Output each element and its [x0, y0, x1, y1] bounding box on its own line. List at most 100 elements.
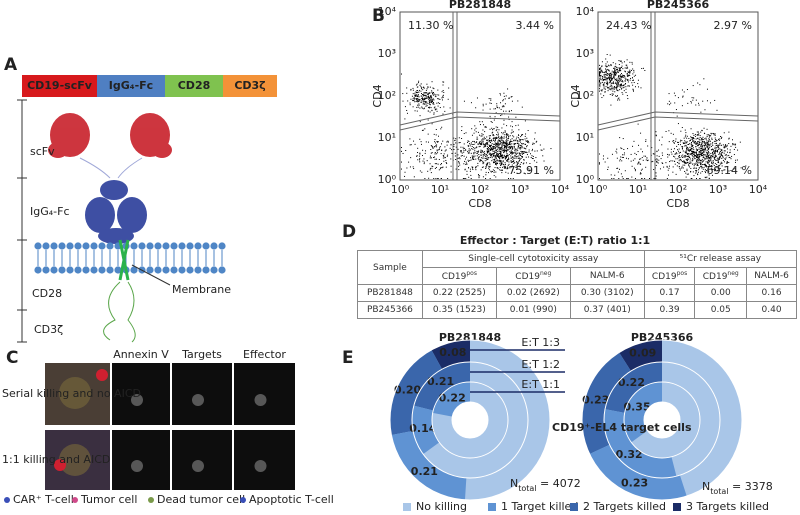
event-dot — [493, 137, 495, 139]
event-dot — [507, 147, 509, 149]
event-dot — [700, 150, 702, 152]
event-dot — [720, 151, 722, 153]
event-dot — [462, 146, 464, 148]
event-dot — [631, 165, 633, 167]
event-dot — [515, 150, 517, 152]
event-dot — [482, 141, 484, 143]
event-dot — [488, 165, 490, 167]
event-dot — [506, 125, 508, 127]
event-dot — [692, 158, 694, 160]
event-dot — [467, 159, 469, 161]
event-dot — [461, 130, 463, 132]
ring-border — [389, 339, 551, 501]
event-dot — [504, 144, 506, 146]
event-dot — [687, 147, 689, 149]
event-dot — [681, 146, 683, 148]
event-dot — [504, 162, 506, 164]
event-dot — [612, 62, 614, 64]
event-dot — [672, 160, 674, 162]
event-dot — [522, 139, 524, 141]
event-dot — [507, 164, 509, 166]
event-dot — [715, 144, 717, 146]
event-dot — [656, 151, 658, 153]
event-dot — [488, 135, 490, 137]
event-dot — [481, 166, 483, 168]
event-dot — [415, 92, 417, 94]
event-dot — [477, 131, 479, 133]
event-dot — [656, 158, 658, 160]
event-dot — [518, 157, 520, 159]
event-dot — [508, 97, 510, 99]
event-dot — [719, 148, 721, 150]
event-dot — [714, 148, 716, 150]
event-dot — [705, 144, 707, 146]
event-dot — [674, 95, 676, 97]
event-dot — [480, 160, 482, 162]
lipid — [58, 266, 66, 274]
event-dot — [467, 150, 469, 152]
legend-label: Apoptotic T-cell — [249, 493, 334, 506]
event-dot — [445, 149, 447, 151]
event-dot — [602, 81, 604, 83]
event-dot — [507, 172, 509, 174]
event-dot — [633, 69, 635, 71]
event-dot — [628, 71, 630, 73]
event-dot — [606, 74, 608, 76]
event-dot — [687, 154, 689, 156]
event-dot — [494, 159, 496, 161]
event-dot — [442, 94, 444, 96]
event-dot — [414, 94, 416, 96]
domain-label: IgG₄-Fc — [109, 79, 153, 92]
event-dot — [674, 102, 676, 104]
event-dot — [706, 142, 708, 144]
event-dot — [413, 97, 415, 99]
event-dot — [673, 141, 675, 143]
event-dot — [690, 141, 692, 143]
event-dot — [432, 103, 434, 105]
event-dot — [701, 158, 703, 160]
event-dot — [691, 155, 693, 157]
event-dot — [669, 161, 671, 163]
event-dot — [518, 153, 520, 155]
event-dot — [442, 166, 444, 168]
event-dot — [606, 74, 608, 76]
event-dot — [498, 147, 500, 149]
subheader-text: CD19 — [651, 272, 677, 282]
event-dot — [511, 143, 513, 145]
event-dot — [705, 143, 707, 145]
event-dot — [495, 139, 497, 141]
lipid — [114, 266, 122, 274]
event-dot — [478, 154, 480, 156]
event-dot — [472, 167, 474, 169]
event-dot — [706, 142, 708, 144]
event-dot — [482, 105, 484, 107]
event-dot — [517, 145, 519, 147]
event-dot — [618, 84, 620, 86]
event-dot — [423, 92, 425, 94]
event-dot — [511, 164, 513, 166]
event-dot — [483, 146, 485, 148]
event-dot — [684, 155, 686, 157]
event-dot — [419, 138, 421, 140]
event-dot — [653, 169, 655, 171]
event-dot — [708, 156, 710, 158]
event-dot — [604, 161, 606, 163]
event-dot — [489, 178, 491, 179]
event-dot — [697, 141, 699, 143]
event-dot — [434, 139, 436, 141]
event-dot — [541, 149, 543, 151]
event-dot — [618, 60, 620, 62]
event-dot — [428, 92, 430, 94]
event-dot — [697, 157, 699, 159]
event-dot — [699, 152, 701, 154]
event-dot — [614, 71, 616, 73]
event-dot — [428, 177, 430, 179]
event-dot — [458, 157, 460, 159]
event-dot — [605, 58, 607, 60]
event-dot — [528, 142, 530, 144]
event-dot — [638, 144, 640, 146]
event-dot — [518, 165, 520, 167]
event-dot — [417, 159, 419, 161]
event-dot — [521, 145, 523, 147]
event-dot — [503, 137, 505, 139]
